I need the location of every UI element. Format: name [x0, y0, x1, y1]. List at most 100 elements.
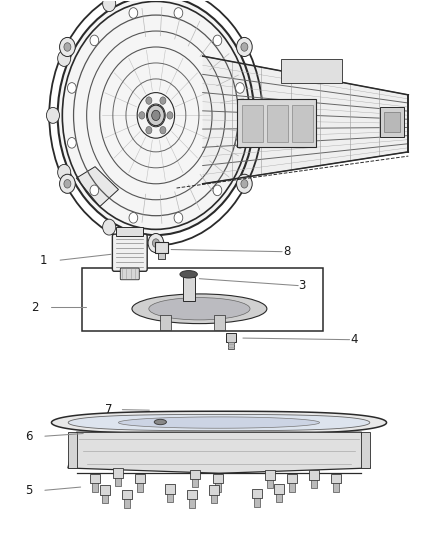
- Circle shape: [241, 43, 248, 51]
- Circle shape: [148, 105, 164, 126]
- Polygon shape: [76, 167, 118, 207]
- Bar: [122, 490, 132, 499]
- Circle shape: [213, 185, 222, 196]
- FancyBboxPatch shape: [120, 268, 139, 280]
- Bar: [292, 105, 313, 142]
- Circle shape: [174, 7, 183, 18]
- Circle shape: [129, 7, 138, 18]
- Bar: [124, 499, 130, 507]
- Circle shape: [102, 219, 116, 235]
- Ellipse shape: [132, 294, 267, 324]
- Bar: [189, 499, 195, 507]
- Polygon shape: [51, 411, 387, 434]
- Bar: [242, 105, 263, 142]
- Bar: [116, 227, 143, 236]
- Circle shape: [102, 0, 116, 12]
- Circle shape: [167, 112, 173, 119]
- FancyBboxPatch shape: [113, 234, 147, 271]
- Bar: [281, 59, 342, 83]
- Bar: [82, 268, 323, 330]
- Circle shape: [148, 233, 164, 253]
- Bar: [113, 469, 123, 478]
- Circle shape: [146, 97, 152, 104]
- Bar: [311, 480, 317, 488]
- Bar: [215, 483, 221, 491]
- Bar: [90, 474, 100, 483]
- Bar: [267, 480, 273, 488]
- Ellipse shape: [180, 271, 198, 278]
- Bar: [384, 112, 400, 132]
- Ellipse shape: [154, 419, 166, 425]
- Circle shape: [67, 83, 76, 93]
- Bar: [187, 490, 197, 499]
- Bar: [137, 483, 143, 491]
- Text: 3: 3: [299, 279, 306, 292]
- Bar: [267, 105, 288, 142]
- Bar: [226, 333, 236, 342]
- Bar: [331, 474, 341, 483]
- Bar: [380, 108, 404, 136]
- Circle shape: [58, 51, 71, 67]
- Text: 4: 4: [351, 333, 358, 346]
- Circle shape: [90, 35, 99, 46]
- Circle shape: [237, 174, 252, 193]
- Text: 6: 6: [25, 430, 33, 443]
- Bar: [237, 100, 316, 147]
- Bar: [183, 278, 195, 301]
- Circle shape: [58, 0, 254, 235]
- Circle shape: [129, 213, 138, 223]
- Bar: [254, 498, 261, 506]
- Bar: [167, 494, 173, 502]
- Bar: [155, 242, 168, 253]
- Circle shape: [58, 164, 71, 180]
- Bar: [265, 470, 276, 480]
- Bar: [158, 253, 165, 259]
- Bar: [332, 483, 339, 491]
- Bar: [289, 483, 295, 491]
- Polygon shape: [68, 415, 370, 431]
- Bar: [228, 342, 234, 350]
- Bar: [213, 474, 223, 483]
- Circle shape: [60, 174, 75, 193]
- Polygon shape: [118, 417, 320, 428]
- Circle shape: [174, 213, 183, 223]
- Bar: [287, 474, 297, 483]
- Circle shape: [60, 37, 75, 56]
- Circle shape: [46, 108, 60, 123]
- Bar: [274, 484, 284, 494]
- Bar: [252, 489, 262, 498]
- Circle shape: [160, 97, 166, 104]
- Bar: [92, 483, 98, 491]
- Circle shape: [241, 180, 248, 188]
- Bar: [215, 314, 225, 329]
- Bar: [190, 470, 200, 479]
- Circle shape: [146, 126, 152, 134]
- Bar: [211, 495, 217, 503]
- Ellipse shape: [149, 297, 250, 320]
- Circle shape: [139, 112, 145, 119]
- Circle shape: [213, 35, 222, 46]
- Bar: [115, 478, 121, 487]
- Circle shape: [152, 110, 160, 120]
- Bar: [135, 474, 145, 483]
- Circle shape: [90, 185, 99, 196]
- Circle shape: [67, 138, 76, 148]
- Bar: [192, 479, 198, 488]
- Bar: [165, 484, 175, 494]
- Circle shape: [160, 126, 166, 134]
- Text: 1: 1: [39, 254, 47, 266]
- Circle shape: [152, 239, 159, 247]
- Text: 8: 8: [283, 245, 291, 258]
- Polygon shape: [361, 432, 370, 468]
- Text: 5: 5: [25, 484, 33, 497]
- Circle shape: [237, 37, 252, 56]
- Bar: [276, 494, 282, 502]
- Text: 2: 2: [31, 301, 39, 314]
- Circle shape: [236, 138, 244, 148]
- Circle shape: [64, 180, 71, 188]
- Bar: [208, 486, 219, 495]
- Polygon shape: [203, 56, 408, 184]
- Polygon shape: [68, 432, 77, 468]
- Bar: [102, 495, 108, 503]
- Polygon shape: [68, 432, 370, 473]
